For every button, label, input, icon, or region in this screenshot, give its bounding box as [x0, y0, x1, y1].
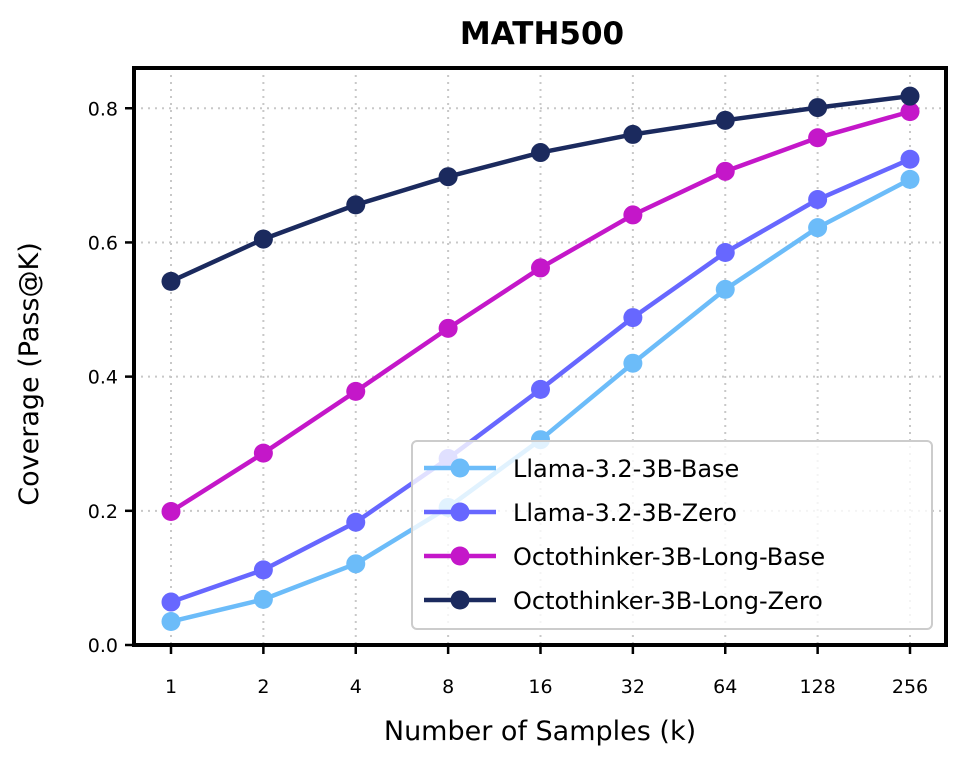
- x-tick-label: 2: [257, 676, 269, 698]
- y-tick-label: 0.8: [88, 98, 118, 120]
- series-2-point: [253, 560, 273, 580]
- legend-label: Octothinker-3B-Long-Base: [513, 543, 825, 571]
- series-3-point: [438, 318, 458, 338]
- series-4-point: [900, 86, 920, 106]
- series-1-point: [808, 218, 828, 238]
- series-3-point: [531, 258, 550, 278]
- legend-marker: [450, 590, 470, 610]
- series-4-point: [438, 167, 458, 187]
- series-3-point: [253, 443, 273, 463]
- series-2-point: [346, 512, 366, 532]
- x-tick-label: 4: [350, 676, 362, 698]
- x-tick-label: 32: [621, 676, 645, 698]
- series-1-point: [623, 353, 643, 373]
- series-2-point: [623, 308, 643, 328]
- series-4-point: [715, 110, 735, 130]
- series-3-point: [715, 161, 735, 181]
- x-tick-label: 256: [892, 676, 928, 698]
- x-tick-label: 16: [528, 676, 552, 698]
- plot-area: Llama-3.2-3B-Base Llama-3.2-3B-Zero Octoth…: [88, 66, 948, 698]
- y-tick-label: 0.6: [88, 232, 118, 254]
- series-2-point: [161, 592, 181, 612]
- series-3-point: [900, 102, 920, 122]
- legend: Llama-3.2-3B-Base Llama-3.2-3B-Zero Octoth…: [411, 440, 933, 630]
- y-tick-label: 0.2: [88, 501, 118, 523]
- series-4-point: [346, 195, 366, 215]
- series-3-point: [808, 128, 828, 148]
- series-4-point: [253, 229, 273, 249]
- series-4-point: [808, 98, 828, 118]
- legend-label: Octothinker-3B-Long-Zero: [513, 587, 823, 615]
- series-1-point: [161, 612, 181, 632]
- x-tick-label: 1: [165, 676, 177, 698]
- y-axis-label: Coverage (Pass@K): [14, 242, 45, 505]
- series-1-point: [253, 589, 273, 609]
- series-3-point: [161, 501, 181, 521]
- series-4-point: [161, 271, 181, 291]
- series-4-point: [623, 124, 643, 144]
- x-axis-label: Number of Samples (k): [384, 716, 696, 747]
- series-4-point: [531, 143, 550, 163]
- chart-title: MATH500: [460, 16, 624, 52]
- legend-label: Llama-3.2-3B-Base: [513, 455, 739, 483]
- x-tick-label: 8: [442, 676, 454, 698]
- series-3-point: [623, 205, 643, 225]
- y-tick-label: 0.0: [88, 635, 118, 657]
- series-2-point: [531, 379, 550, 399]
- series-2-point: [900, 149, 920, 169]
- legend-label: Llama-3.2-3B-Zero: [513, 499, 737, 527]
- legend-marker: [450, 546, 470, 566]
- legend-marker: [450, 502, 470, 522]
- legend-marker: [450, 458, 470, 478]
- series-2-point: [808, 190, 828, 210]
- legend-box: [411, 440, 933, 630]
- series-1-point: [900, 169, 920, 189]
- x-tick-label: 64: [713, 676, 737, 698]
- series-1-point: [346, 554, 366, 574]
- series-2-point: [715, 243, 735, 263]
- series-3-point: [346, 381, 366, 401]
- y-tick-label: 0.4: [88, 367, 118, 389]
- x-tick-label: 128: [799, 676, 835, 698]
- series-1-point: [715, 279, 735, 299]
